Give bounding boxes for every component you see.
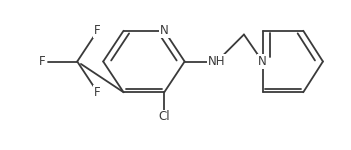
Text: N: N bbox=[160, 24, 168, 37]
Text: F: F bbox=[39, 55, 45, 68]
Text: F: F bbox=[94, 86, 101, 99]
Text: N: N bbox=[258, 55, 267, 68]
Text: N: N bbox=[160, 24, 168, 37]
Text: F: F bbox=[39, 55, 45, 68]
Text: Cl: Cl bbox=[158, 111, 170, 123]
Text: F: F bbox=[94, 24, 101, 37]
Text: NH: NH bbox=[208, 55, 226, 68]
Text: Cl: Cl bbox=[158, 111, 170, 123]
Text: N: N bbox=[258, 55, 267, 68]
Text: F: F bbox=[94, 86, 101, 99]
Text: NH: NH bbox=[208, 55, 226, 68]
Text: F: F bbox=[94, 24, 101, 37]
